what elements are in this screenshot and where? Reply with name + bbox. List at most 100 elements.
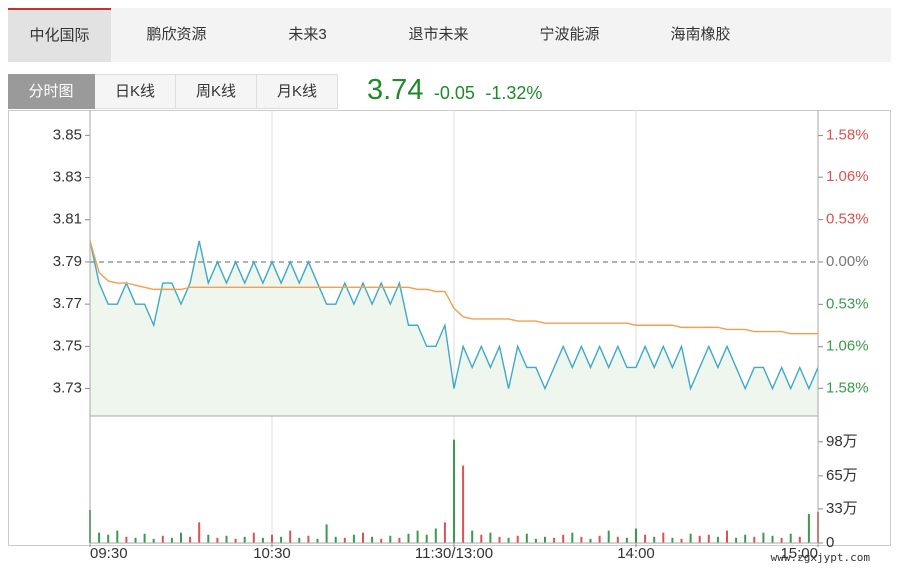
x-tick-label: 09:30: [90, 545, 128, 562]
volume-bar: [780, 537, 783, 543]
x-tick-label: 11:30/13:00: [415, 545, 493, 562]
volume-bar: [598, 535, 601, 543]
y-tick-label: 3.77: [53, 295, 82, 312]
x-tick-label: 15:00: [780, 545, 818, 562]
stock-tab[interactable]: 鹏欣资源: [146, 26, 207, 43]
y-tick-label: 3.83: [53, 168, 82, 185]
volume-bar: [98, 532, 101, 543]
stock-tab[interactable]: 宁波能源: [539, 26, 600, 43]
volume-bar: [261, 537, 264, 543]
volume-bar: [334, 536, 337, 543]
volume-bar: [134, 537, 137, 543]
volume-bar: [798, 536, 801, 543]
y2-tick-label: 0.53%: [826, 295, 869, 312]
volume-bar: [480, 534, 483, 543]
watermark: www.zgxjypt.com: [771, 551, 871, 564]
volume-bar: [289, 530, 292, 543]
chart-frame: [8, 110, 891, 546]
volume-bar: [698, 535, 701, 543]
volume-bar: [589, 538, 592, 543]
volume-bar: [625, 537, 628, 543]
volume-bar: [580, 536, 583, 543]
volume-bar: [771, 535, 774, 543]
volume-bar: [207, 534, 210, 543]
y-tick-label: 65万: [826, 467, 858, 484]
volume-bar: [407, 533, 410, 543]
volume-bar: [616, 536, 619, 543]
x-tick-label: 14:00: [617, 545, 655, 562]
stock-tab[interactable]: 中化国际: [8, 8, 111, 62]
view-tab[interactable]: 日K线: [95, 74, 176, 109]
volume-bar: [143, 533, 146, 543]
y2-tick-label: 0.53%: [826, 211, 869, 228]
volume-bar: [689, 533, 692, 543]
view-tab[interactable]: 月K线: [257, 74, 338, 109]
volume-bar: [807, 514, 810, 543]
volume-bar: [125, 536, 128, 543]
view-tabs: 分时图 日K线 周K线 月K线: [8, 74, 338, 109]
volume-bar: [216, 537, 219, 543]
volume-bar: [225, 535, 228, 543]
y2-tick-label: 0.00%: [826, 253, 869, 270]
volume-bar: [653, 536, 656, 543]
volume-bar: [298, 537, 301, 543]
volume-bar: [707, 534, 710, 543]
volume-bar: [371, 536, 374, 543]
volume-bar: [307, 535, 310, 543]
volume-bar: [416, 530, 419, 543]
volume-bar: [644, 534, 647, 543]
volume-bar: [343, 537, 346, 543]
volume-bar: [107, 534, 110, 543]
y2-tick-label: 1.06%: [826, 168, 869, 185]
volume-bar: [453, 439, 455, 543]
volume-bar: [525, 533, 528, 543]
price-line: [89, 240, 819, 391]
volume-bar: [726, 530, 728, 543]
volume-bar: [507, 537, 510, 543]
view-tab[interactable]: 分时图: [8, 74, 95, 109]
volume-bar: [252, 532, 255, 543]
price-area: [90, 240, 818, 416]
y-tick-label: 33万: [826, 500, 858, 517]
volume-bar: [471, 530, 474, 543]
x-tick-label: 10:30: [253, 545, 291, 562]
volume-bar: [280, 536, 283, 543]
change: -0.05: [433, 83, 475, 103]
price: 3.74: [367, 74, 424, 106]
volume-bar: [234, 538, 237, 543]
view-tab[interactable]: 周K线: [176, 74, 257, 109]
volume-bar: [662, 532, 665, 543]
y2-tick-label: 1.06%: [826, 338, 869, 355]
volume-bar: [571, 532, 574, 543]
volume-bar: [671, 537, 674, 543]
volume-bar: [762, 532, 765, 543]
volume-bar: [516, 535, 519, 543]
y-tick-label: 98万: [826, 433, 858, 450]
volume-bar: [434, 528, 437, 543]
volume-bar: [180, 532, 182, 543]
stock-tab[interactable]: 退市未来: [408, 26, 469, 43]
volume-bar: [362, 532, 364, 543]
volume-bar: [716, 536, 719, 543]
volume-bar: [389, 535, 392, 543]
volume-bar: [271, 534, 273, 543]
volume-bar: [680, 538, 683, 543]
stock-tab[interactable]: 海南橡胶: [670, 26, 731, 43]
y-tick-label: 3.79: [53, 253, 82, 270]
volume-bar: [544, 536, 546, 543]
y-tick-label: 3.75: [53, 337, 82, 354]
change-pct: -1.32%: [485, 83, 543, 103]
stock-tab[interactable]: 未来3: [288, 26, 327, 43]
volume-bar: [789, 533, 792, 543]
volume-bar: [161, 535, 164, 543]
volume-bar: [744, 534, 747, 543]
volume-bar: [243, 536, 246, 543]
y2-tick-label: 1.58%: [826, 127, 869, 144]
volume-bar: [189, 536, 192, 543]
volume-bar: [753, 536, 756, 543]
volume-bar: [380, 538, 383, 543]
y-tick-label: 0: [826, 534, 834, 551]
y2-tick-label: 1.58%: [826, 379, 869, 396]
